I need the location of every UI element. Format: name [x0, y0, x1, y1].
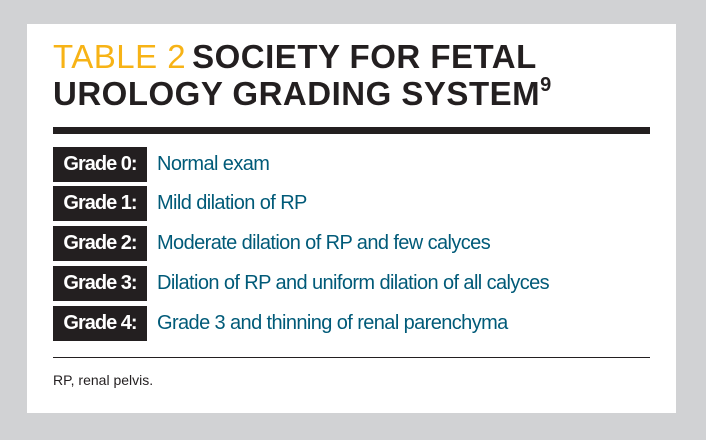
grade-label: Grade 1:	[53, 186, 147, 221]
grade-description: Normal exam	[157, 153, 270, 175]
grade-description: Moderate dilation of RP and few calyces	[157, 232, 491, 254]
grade-label: Grade 2:	[53, 226, 147, 261]
table-label: TABLE 2	[53, 38, 187, 75]
table-row: Grade 0: Normal exam	[53, 147, 270, 182]
grade-label: Grade 0:	[53, 147, 147, 182]
footnote-divider	[53, 357, 650, 358]
table-row: Grade 4: Grade 3 and thinning of renal pa…	[53, 306, 508, 341]
title-text: SOCIETY FOR FETAL UROLOGY GRADING SYSTEM	[53, 38, 541, 112]
table-row: Grade 1: Mild dilation of RP	[53, 186, 307, 221]
reference-number: 9	[540, 74, 552, 96]
table-card: TABLE 2 SOCIETY FOR FETAL UROLOGY GRADING…	[27, 24, 676, 413]
table-row: Grade 2: Moderate dilation of RP and few …	[53, 226, 491, 261]
table-title: TABLE 2 SOCIETY FOR FETAL UROLOGY GRADING…	[53, 38, 653, 112]
grade-description: Grade 3 and thinning of renal parenchyma	[157, 312, 508, 334]
footnote: RP, renal pelvis.	[53, 372, 154, 388]
grade-label: Grade 3:	[53, 266, 147, 301]
table-row: Grade 3: Dilation of RP and uniform dilat…	[53, 266, 550, 301]
grade-description: Mild dilation of RP	[157, 192, 307, 214]
grade-label: Grade 4:	[53, 306, 147, 341]
grade-description: Dilation of RP and uniform dilation of a…	[157, 272, 550, 294]
title-rule	[53, 127, 650, 134]
